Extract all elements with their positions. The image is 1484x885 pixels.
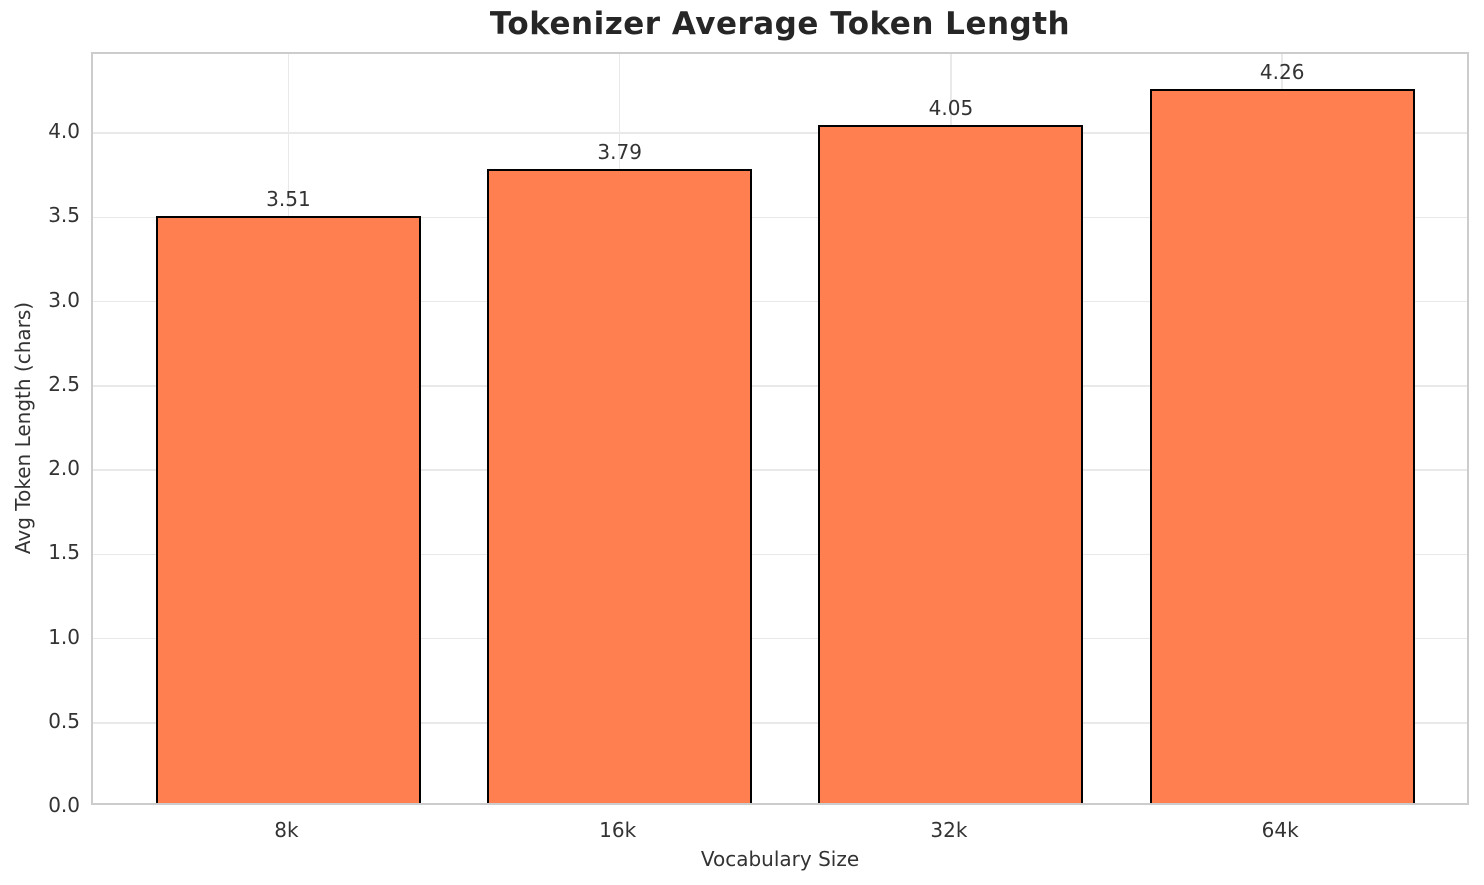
chart-title: Tokenizer Average Token Length [489, 6, 1071, 42]
x-axis-label: Vocabulary Size [700, 847, 860, 871]
y-gridline [93, 722, 1467, 724]
y-axis-label: Avg Token Length (chars) [11, 301, 35, 555]
bar-16k [487, 168, 753, 803]
y-tick-label: 3.0 [48, 287, 80, 312]
y-tick-label: 4.0 [48, 119, 80, 144]
x-tick-label-32k: 32k [930, 818, 968, 842]
y-tick-label: 0.0 [48, 793, 80, 817]
y-gridline [93, 132, 1467, 134]
y-gridline [93, 300, 1467, 303]
bar-8k [155, 215, 421, 803]
y-tick-label: 1.5 [48, 540, 80, 565]
y-gridline [93, 637, 1467, 640]
y-tick-label: 0.5 [48, 708, 80, 733]
y-tick-label: 2.5 [48, 371, 80, 396]
bar-value-label: 4.26 [1259, 60, 1305, 85]
y-gridline [93, 469, 1467, 471]
y-tick-label: 1.0 [48, 624, 80, 649]
y-gridline [93, 216, 1467, 219]
y-gridline [93, 553, 1467, 556]
plot-canvas: 3.51 3.79 4.05 4.26 [93, 54, 1467, 803]
y-tick-label: 2.0 [48, 456, 80, 481]
y-gridline [93, 385, 1467, 387]
bar-value-label: 3.51 [266, 186, 311, 211]
plot-area: 3.51 3.79 4.05 4.26 [91, 52, 1469, 805]
x-tick-label-64k: 64k [1261, 818, 1299, 842]
bar-value-label: 3.79 [597, 139, 642, 164]
bar-64k [1149, 89, 1415, 803]
x-tick-label-8k: 8k [274, 818, 299, 842]
y-tick-label: 3.5 [48, 203, 80, 228]
bar-value-label: 4.05 [928, 95, 974, 120]
x-tick-label-16k: 16k [599, 818, 637, 842]
bar-32k [818, 124, 1084, 803]
